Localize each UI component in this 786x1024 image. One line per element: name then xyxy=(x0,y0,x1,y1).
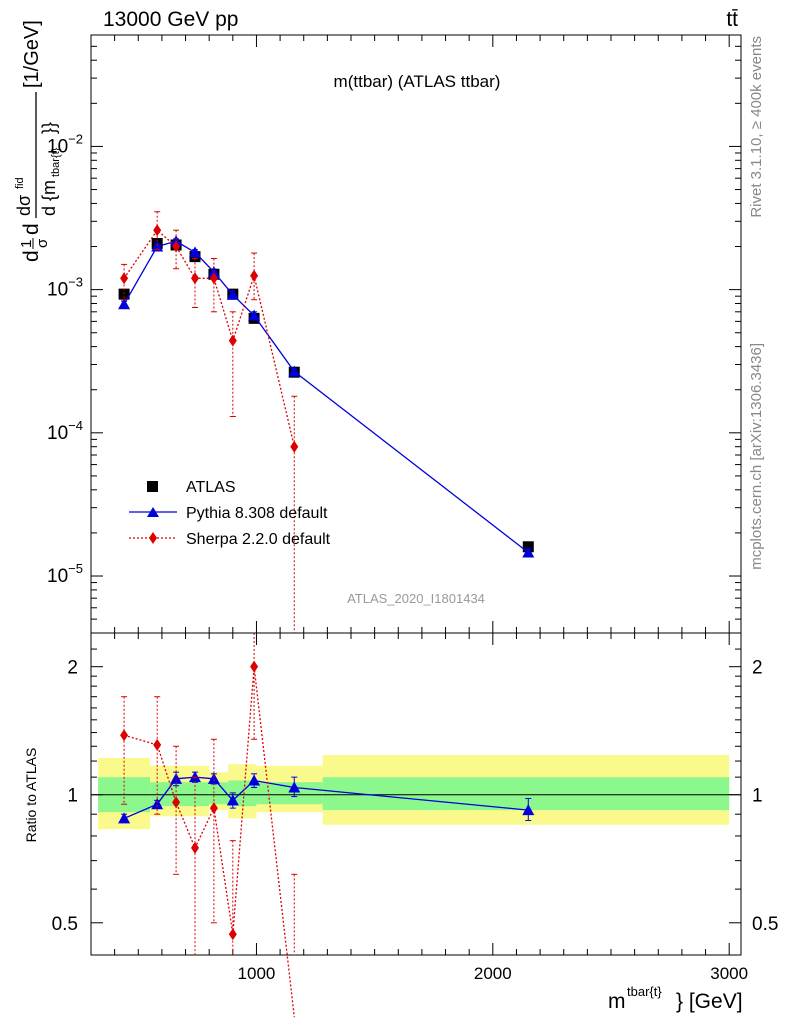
data-point-pythia xyxy=(207,772,220,784)
data-point-pythia xyxy=(522,546,535,558)
y-tick-label: 1 xyxy=(67,786,78,807)
data-point-sherpa xyxy=(250,660,259,673)
main-y-axis-label: d 1 σ d dσ fid d {m tbar{t} }} [1/GeV] xyxy=(14,20,62,262)
data-point-sherpa xyxy=(172,796,181,809)
y-tick-label: 2 xyxy=(67,658,78,679)
legend-atlas-marker xyxy=(147,481,158,492)
xlabel-base: m xyxy=(608,990,626,1013)
ylabel-dsigma: dσ xyxy=(14,195,34,216)
data-point-sherpa xyxy=(153,738,162,751)
data-point-pythia xyxy=(189,246,201,258)
data-point-pythia xyxy=(248,774,261,786)
y-tick-label: 2 xyxy=(752,658,763,679)
data-point-sherpa xyxy=(191,272,199,285)
y-tick-label: 10−3 xyxy=(47,275,83,301)
ylabel-den-close: }} xyxy=(39,122,59,134)
data-point-sherpa xyxy=(191,841,199,854)
legend-sherpa-marker xyxy=(149,532,157,544)
data-point-sherpa xyxy=(290,440,299,453)
data-point-sherpa xyxy=(153,224,162,237)
data-point-pythia xyxy=(288,781,301,793)
stat-band-green xyxy=(256,782,323,805)
data-point-sherpa xyxy=(120,729,129,742)
ylabel-sigma: σ xyxy=(34,238,51,248)
ylabel-fid: fid xyxy=(14,177,26,189)
ylabel-d2: d xyxy=(20,223,43,235)
legend-sherpa-label: Sherpa 2.2.0 default xyxy=(186,531,331,548)
watermark: ATLAS_2020_I1801434 xyxy=(347,591,485,606)
data-point-pythia xyxy=(226,794,239,806)
x-tick-label: 2000 xyxy=(474,964,512,983)
legend-pythia-marker xyxy=(147,507,159,517)
legend-atlas-label: ATLAS xyxy=(186,479,236,496)
series-line xyxy=(123,666,295,1018)
y-tick-label: 10−5 xyxy=(47,561,83,587)
xlabel-sup: tbar{t} xyxy=(627,984,662,999)
data-point-pythia xyxy=(288,365,301,377)
data-point-sherpa xyxy=(250,269,259,282)
ylabel-den: d {m xyxy=(39,180,59,216)
legend: ATLAS Pythia 8.308 default Sherpa 2.2.0 … xyxy=(129,479,331,548)
header-right: tt̄ xyxy=(726,8,738,31)
data-point-pythia xyxy=(118,812,131,824)
stat-band-green xyxy=(209,782,229,805)
data-point-pythia xyxy=(226,288,239,300)
data-point-sherpa xyxy=(228,928,237,941)
ylabel-d: d xyxy=(20,250,43,262)
stat-band-green xyxy=(322,777,730,811)
ratio-axis-ticks: 1000 2000 3000 0.5 0.5 1 1 2 2 xyxy=(52,633,778,983)
ylabel-one: 1 xyxy=(18,240,35,248)
y-tick-label: 0.5 xyxy=(752,914,778,935)
data-point-sherpa xyxy=(228,334,237,347)
ylabel-unit: [1/GeV] xyxy=(21,20,43,88)
y-tick-label: 0.5 xyxy=(52,914,78,935)
y-tick-label: 10−2 xyxy=(47,131,83,157)
data-point-pythia xyxy=(118,298,131,310)
header-left: 13000 GeV pp xyxy=(103,8,238,31)
x-tick-label: 3000 xyxy=(710,964,748,983)
x-tick-label: 1000 xyxy=(238,964,276,983)
stat-band-green xyxy=(150,782,210,807)
ratio-plot-area xyxy=(91,754,741,830)
ratio-series xyxy=(118,633,535,1018)
data-point-sherpa xyxy=(172,240,181,253)
main-series xyxy=(118,211,535,633)
data-point-sherpa xyxy=(209,802,218,815)
data-point-pythia xyxy=(522,804,535,816)
mcplots-side-text: mcplots.cern.ch [arXiv:1306.3436] xyxy=(748,343,765,570)
data-point-sherpa xyxy=(209,272,218,285)
xlabel-close: } [GeV] xyxy=(676,990,743,1013)
y-tick-label: 1 xyxy=(752,786,763,807)
data-point-pythia xyxy=(151,798,164,810)
x-axis-label: m tbar{t} } [GeV] xyxy=(608,984,743,1013)
data-point-pythia xyxy=(151,240,164,252)
rivet-side-text: Rivet 3.1.10, ≥ 400k events xyxy=(748,36,765,218)
ratio-frame xyxy=(90,632,742,956)
data-point-pythia xyxy=(248,309,261,321)
data-point-sherpa xyxy=(120,272,129,285)
ylabel-den-sub: tbar{t} xyxy=(50,147,62,177)
series-line xyxy=(123,229,295,447)
legend-pythia-label: Pythia 8.308 default xyxy=(186,505,328,522)
y-tick-label: 10−4 xyxy=(47,418,83,444)
ratio-y-axis-label: Ratio to ATLAS xyxy=(23,748,39,843)
main-title: m(ttbar) (ATLAS ttbar) xyxy=(334,72,501,91)
main-axis-ticks: 10−2 10−3 10−4 10−5 xyxy=(47,34,741,634)
